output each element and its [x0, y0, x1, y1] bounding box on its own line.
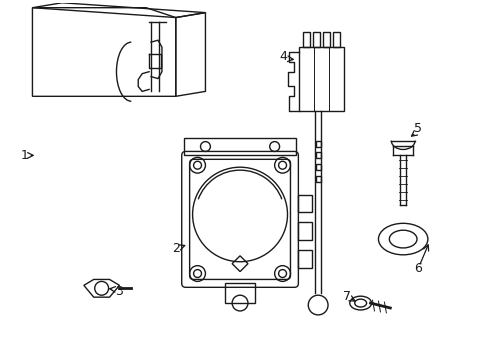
- Text: 6: 6: [413, 262, 421, 275]
- Text: 3: 3: [115, 285, 123, 298]
- Text: 5: 5: [413, 122, 421, 135]
- Text: 2: 2: [171, 242, 180, 255]
- Text: 7: 7: [342, 290, 350, 303]
- Text: 4: 4: [279, 50, 287, 63]
- Text: 1: 1: [20, 149, 28, 162]
